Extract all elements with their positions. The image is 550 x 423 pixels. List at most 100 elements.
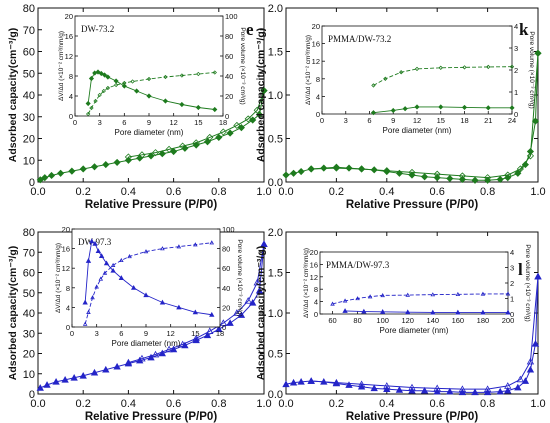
data-point — [307, 165, 315, 173]
inset-cumulative-point — [94, 284, 99, 289]
inset-y-tick-label: 12 — [312, 57, 320, 66]
inset-y2-tick-label: 1 — [514, 88, 518, 97]
series-line — [311, 53, 539, 179]
x-tick-label: 1.0 — [530, 186, 545, 198]
data-point — [446, 174, 454, 183]
inset-x-tick-label: 15 — [191, 329, 199, 338]
inset-distribution-point — [95, 248, 101, 254]
inset-y2-tick-label: 20 — [222, 303, 230, 312]
inset-x-tick-label: 9 — [144, 329, 148, 338]
y-axis-label: Adsorbed capacity(cm⁻³/g) — [255, 28, 267, 163]
data-point — [289, 378, 298, 386]
data-point — [504, 382, 512, 389]
data-point — [41, 174, 49, 182]
data-point — [151, 350, 160, 358]
inset-y-tick-label: 4 — [69, 92, 73, 101]
inset-cumulative-point — [110, 262, 116, 267]
inset-y-tick-label: 12 — [65, 52, 73, 61]
data-point — [36, 176, 44, 184]
inset-x-tick-label: 21 — [484, 116, 492, 125]
y-tick-label: 40 — [23, 308, 35, 320]
panel-k: 0.0 0.2 0.4 0.6 0.8 1.00.00.51.01.52.0Relativ… — [255, 3, 546, 211]
data-point — [79, 371, 87, 379]
data-point — [433, 170, 441, 178]
data-point — [521, 377, 530, 384]
y-tick-label: 40 — [23, 90, 35, 102]
inset-y-tick-label: 16 — [312, 40, 320, 49]
inset-x-tick-label: 0 — [320, 116, 324, 125]
data-point — [61, 376, 69, 383]
data-point — [297, 378, 305, 385]
y-axis-label: Adsorbed capacity(cm⁻³/g) — [7, 246, 19, 381]
data-point — [237, 124, 245, 132]
data-point — [383, 385, 391, 392]
y-tick-label: 2.0 — [268, 3, 283, 15]
inset-distribution-point — [480, 309, 486, 315]
data-point — [504, 386, 512, 394]
y-tick-label: 0.0 — [268, 177, 283, 189]
data-point — [90, 163, 99, 171]
panel-letter: e — [246, 20, 254, 39]
data-point — [181, 144, 189, 152]
data-point — [484, 174, 492, 182]
data-point — [113, 362, 121, 370]
y-tick-label: 0 — [29, 177, 35, 189]
x-tick-label: 1.0 — [530, 398, 545, 410]
inset-distribution-point — [179, 101, 185, 108]
inset-cumulative-point — [193, 242, 198, 247]
data-point — [206, 133, 214, 141]
inset-cumulative-point — [93, 98, 98, 104]
inset-cumulative-point — [98, 276, 104, 281]
data-point — [102, 365, 110, 373]
inset-distribution-point — [438, 104, 444, 110]
inset-y-tick-label: 16 — [310, 260, 318, 269]
y-tick-label: 70 — [23, 247, 35, 259]
y-tick-label: 1.0 — [268, 308, 283, 320]
inset-cumulative-point — [509, 64, 515, 69]
y-tick-label: 20 — [23, 349, 35, 361]
inset-cumulative-point — [85, 111, 91, 117]
inset-cumulative-point — [380, 292, 385, 298]
data-point — [332, 163, 340, 171]
inset-y-axis-label: ΔV/Δd (×10⁻² cm³/nm/g) — [58, 31, 65, 101]
data-point — [233, 121, 241, 130]
inset-cumulative-point — [101, 88, 106, 94]
data-point — [203, 138, 212, 146]
inset-distribution-point — [118, 275, 125, 280]
data-point — [253, 278, 261, 286]
inset-y2-tick-label: 2 — [510, 279, 514, 288]
inset-x-tick-label: 0 — [73, 118, 77, 127]
y-tick-label: 10 — [23, 155, 35, 167]
data-point — [289, 169, 298, 177]
inset-l: 60 80 100 120 140 160 180 20004812162001234Pore… — [303, 244, 531, 335]
data-point — [514, 169, 522, 177]
inset-y-tick-label: 0 — [316, 110, 320, 119]
inset-distribution-point — [134, 88, 140, 94]
data-point — [226, 319, 234, 326]
panel-e: 0.0 0.2 0.4 0.6 0.8 1.001020304050607080Relat… — [7, 3, 272, 211]
inset-y2-tick-label: 3 — [510, 264, 514, 273]
data-point — [47, 171, 56, 180]
data-point — [226, 129, 234, 137]
inset-distribution-point — [103, 260, 110, 266]
inset-y-tick-label: 8 — [66, 284, 70, 293]
x-tick-label: 0.2 — [329, 186, 344, 198]
inset-distribution-point — [379, 309, 386, 314]
x-tick-label: 0.8 — [211, 186, 226, 198]
x-tick-label: 0.0 — [30, 398, 45, 410]
data-point — [521, 161, 529, 169]
inset-cumulative-point — [105, 85, 111, 91]
inset-x-tick-label: 80 — [353, 316, 361, 325]
inset-y2-axis-label: Pore volume (×10⁻³ cm³/g) — [236, 239, 243, 316]
inset-y2-axis-label: Pore volume (×10⁻³ cm³/g) — [524, 244, 531, 321]
inset-cumulative-point — [146, 76, 152, 82]
x-tick-label: 0.8 — [480, 398, 495, 410]
inset-cumulative-point — [143, 249, 149, 254]
inset-distribution-point — [509, 105, 515, 111]
y-tick-label: 60 — [23, 268, 35, 280]
inset-y2-tick-label: 40 — [225, 72, 233, 81]
data-point — [516, 165, 524, 173]
inset-distribution-point — [342, 308, 348, 313]
inset-distribution-point — [85, 100, 91, 107]
